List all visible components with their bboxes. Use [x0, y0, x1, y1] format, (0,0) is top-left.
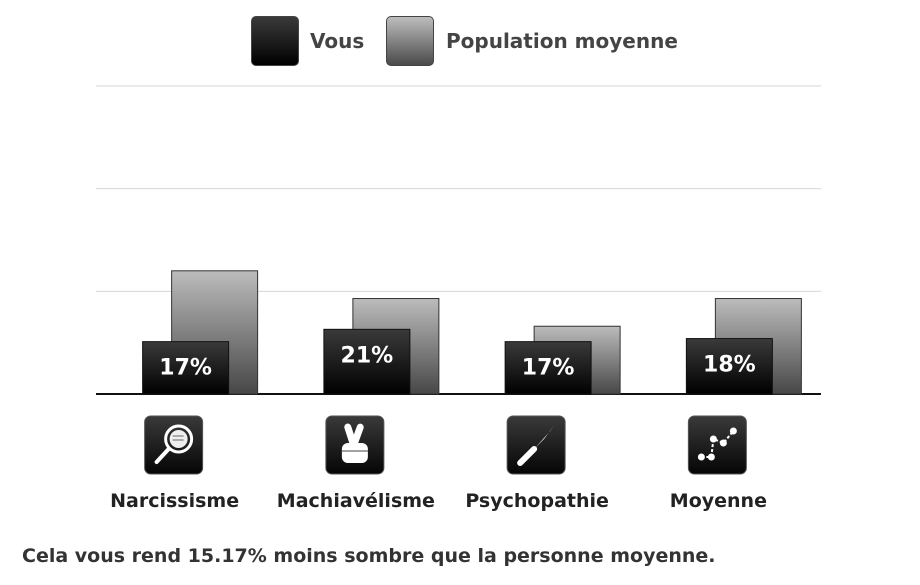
legend-swatch-population — [386, 16, 434, 66]
bar-vous — [142, 341, 230, 395]
magnifier-icon — [144, 415, 204, 475]
bar-value-label: 17% — [522, 356, 575, 381]
legend: Vous Population moyenne — [0, 16, 920, 68]
category-label: Narcissisme — [110, 490, 239, 512]
legend-swatch-vous — [251, 16, 299, 66]
crossed-fingers-icon — [325, 415, 385, 475]
legend-label-vous: Vous — [310, 29, 365, 53]
bar-vous — [685, 338, 773, 395]
legend-label-population: Population moyenne — [446, 29, 678, 53]
scatter-trend-icon — [687, 415, 747, 475]
category-label: Psychopathie — [465, 490, 609, 512]
bar-value-label: 21% — [341, 343, 394, 368]
bar-vous — [323, 328, 411, 395]
category-label: Moyenne — [670, 490, 767, 512]
bar-value-label: 18% — [703, 353, 756, 378]
summary-text: Cela vous rend 15.17% moins sombre que l… — [22, 545, 716, 567]
bar-vous — [504, 341, 592, 395]
knife-icon — [506, 415, 566, 475]
bar-value-label: 17% — [159, 356, 212, 381]
category-label: Machiavélisme — [277, 490, 435, 512]
